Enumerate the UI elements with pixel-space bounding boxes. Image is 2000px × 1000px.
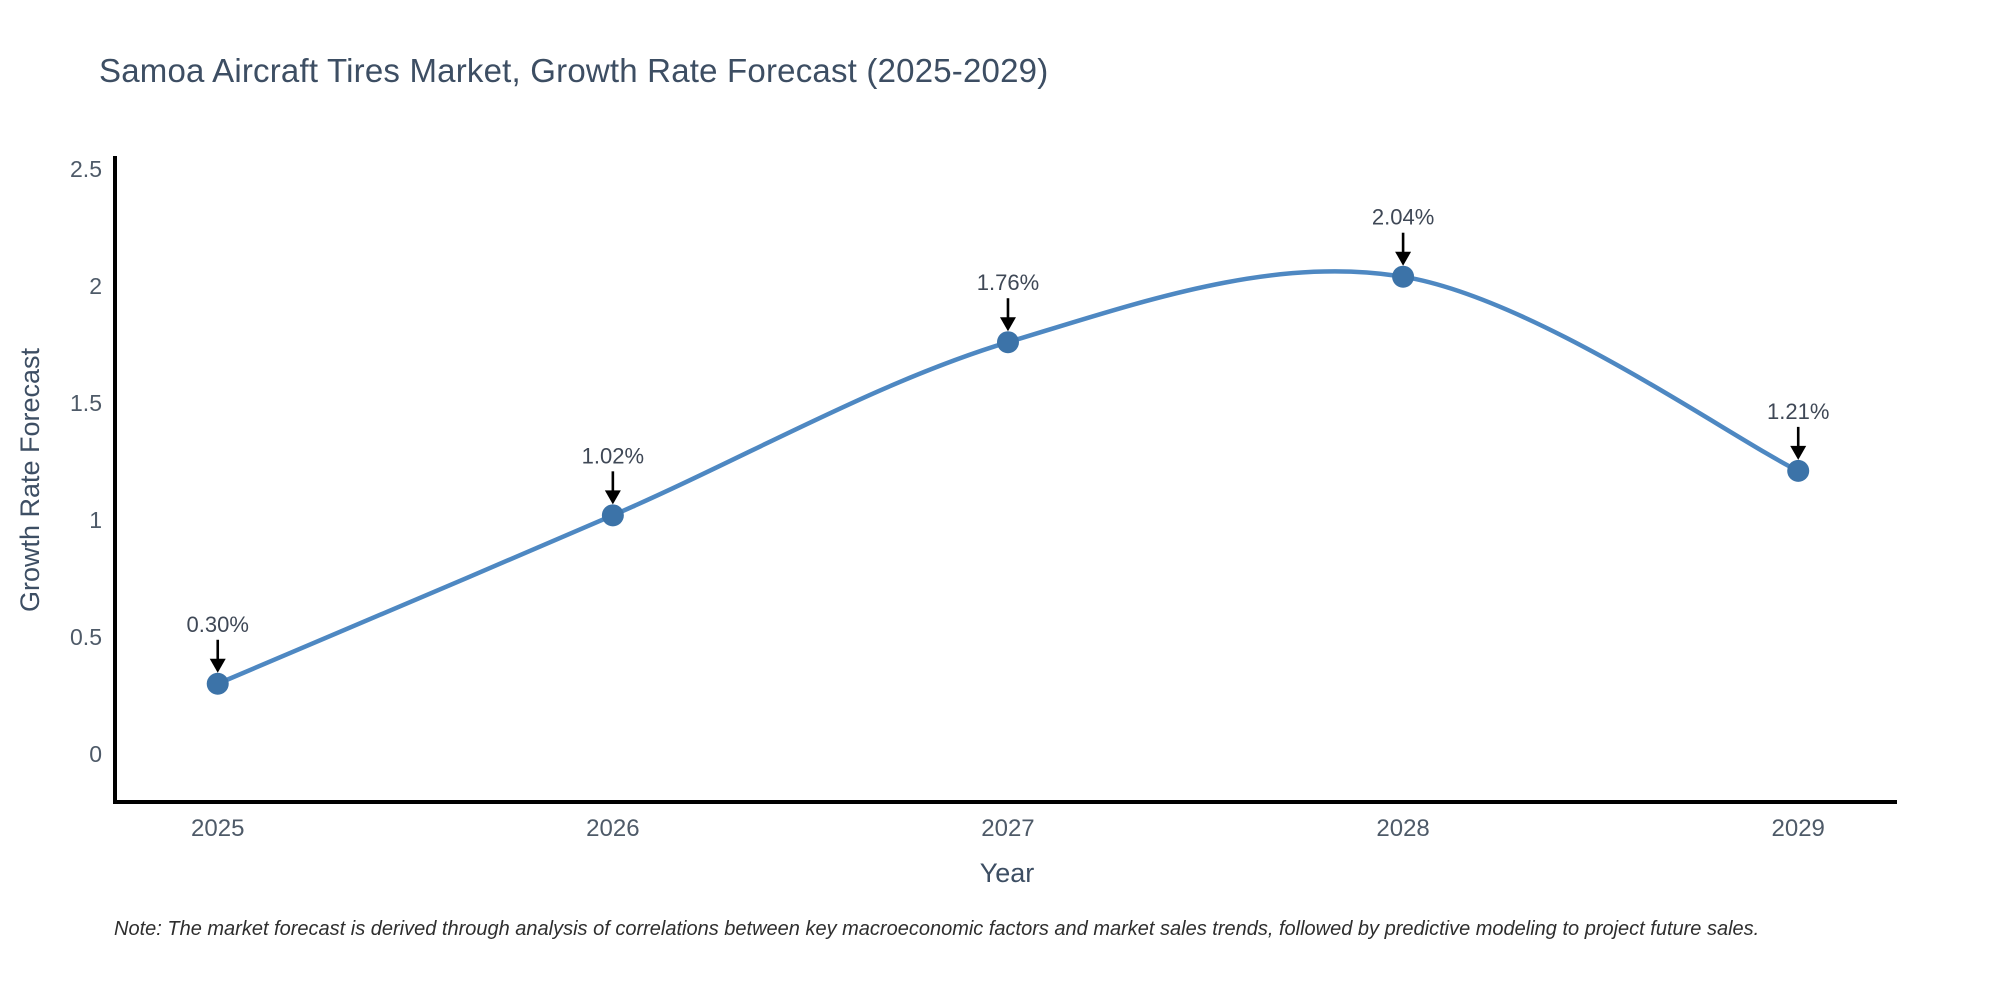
y-tick-label: 1.5 [70, 390, 102, 416]
y-tick-label: 2.5 [70, 156, 102, 182]
data-point-marker-2028[interactable] [1392, 265, 1415, 288]
x-tick-label: 2027 [981, 815, 1034, 842]
annotation-arrowhead-icon [1395, 251, 1412, 266]
x-axis-title: Year [979, 858, 1035, 888]
annotation-arrowhead-icon [999, 317, 1016, 332]
x-tick-label: 2025 [191, 815, 244, 842]
data-point-marker-2025[interactable] [206, 672, 229, 695]
chart-title: Samoa Aircraft Tires Market, Growth Rate… [99, 52, 1049, 89]
annotation-arrowhead-icon [209, 658, 226, 673]
data-point-marker-2027[interactable] [996, 331, 1019, 354]
point-annotation-label: 1.02% [582, 443, 644, 468]
y-tick-label: 1 [89, 507, 102, 533]
x-tick-label: 2026 [586, 815, 639, 842]
annotation-arrowhead-icon [604, 490, 621, 505]
y-tick-label: 0.5 [70, 624, 102, 650]
point-annotation-label: 2.04% [1372, 205, 1434, 230]
y-tick-label: 0 [89, 741, 102, 767]
point-annotation-label: 0.30% [187, 612, 249, 637]
footnote: Note: The market forecast is derived thr… [114, 918, 1760, 940]
x-tick-label: 2029 [1772, 815, 1825, 842]
axis-lines [113, 156, 1897, 804]
annotation-arrowhead-icon [1790, 445, 1807, 460]
data-point-marker-2029[interactable] [1787, 459, 1810, 482]
data-point-marker-2026[interactable] [601, 504, 624, 527]
point-annotation-label: 1.21% [1767, 399, 1829, 424]
point-annotation-label: 1.76% [977, 270, 1039, 295]
x-tick-label: 2028 [1376, 815, 1429, 842]
y-tick-label: 2 [89, 273, 102, 299]
